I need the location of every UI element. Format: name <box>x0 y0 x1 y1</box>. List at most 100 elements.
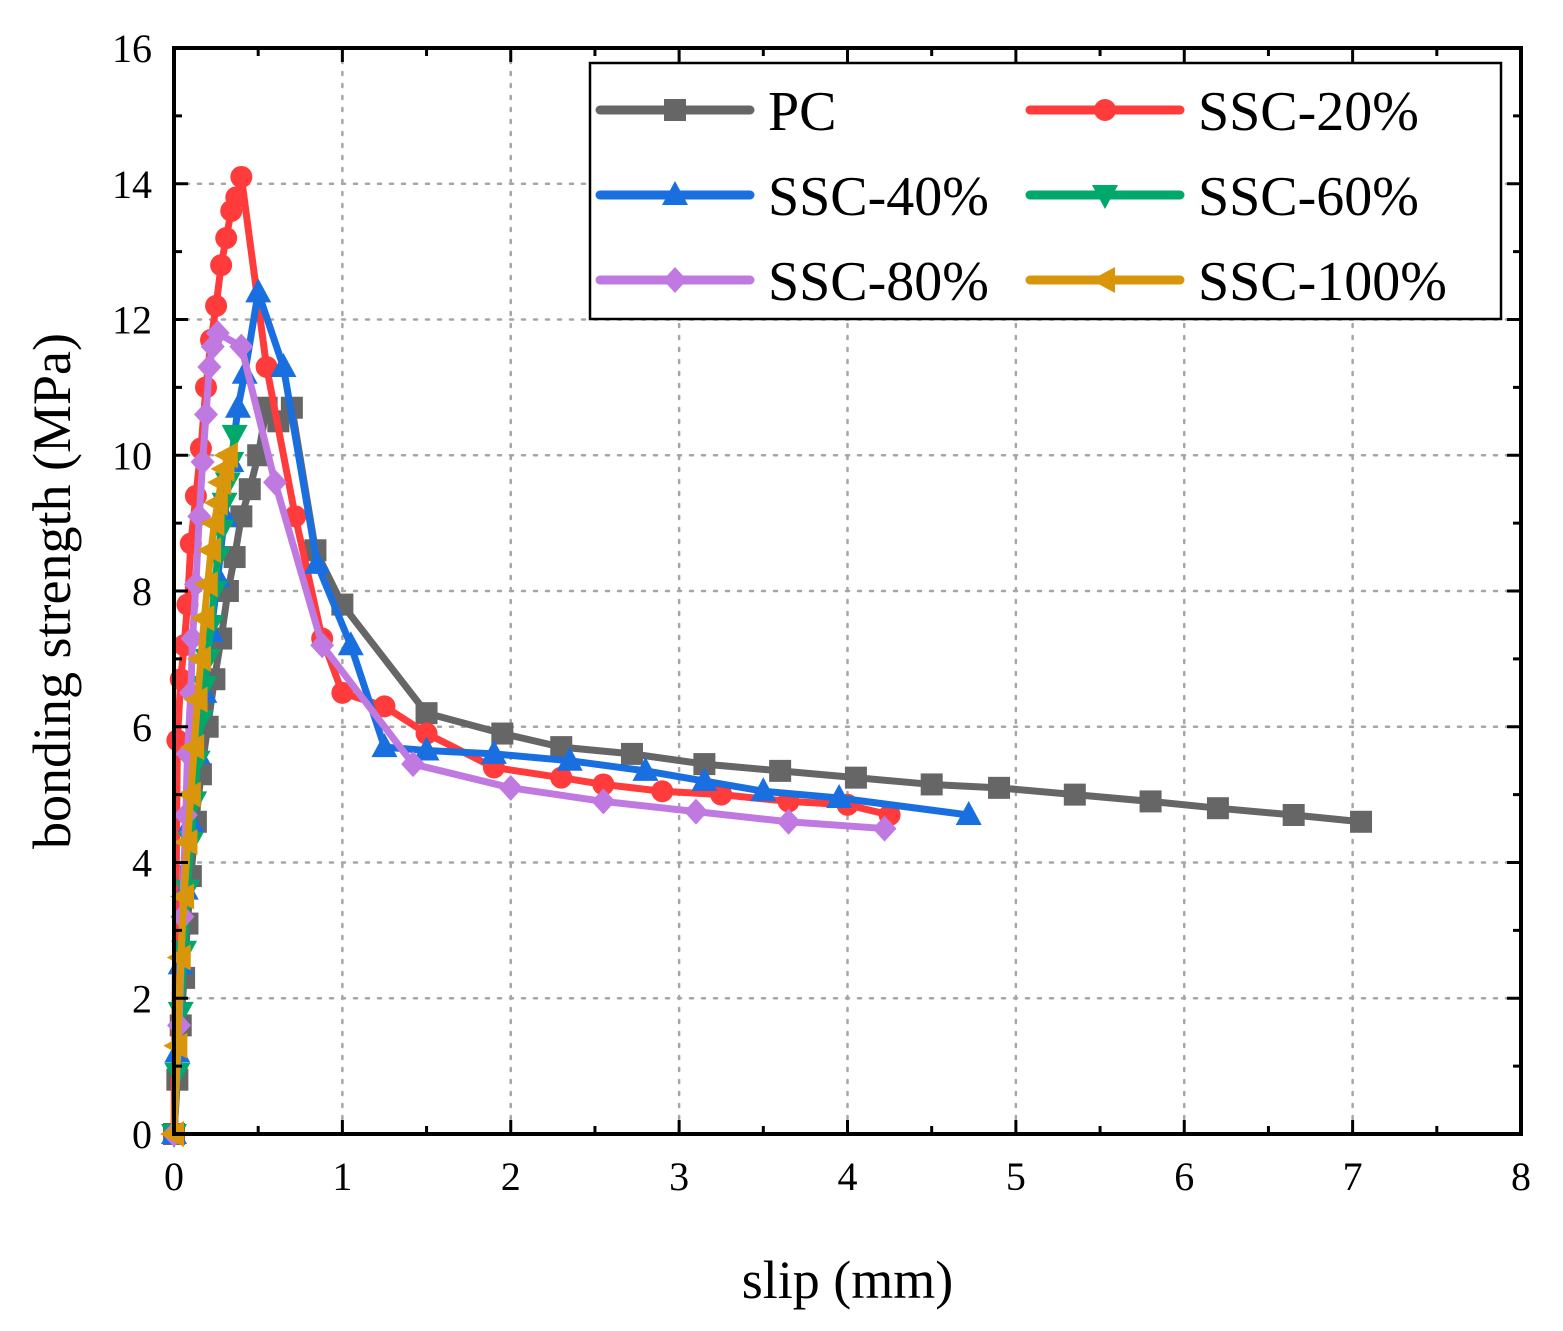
legend-item-ssc-40: SSC-40% <box>595 166 989 228</box>
data-point-ssc-100 <box>166 944 191 971</box>
data-point-ssc-20 <box>550 766 573 789</box>
data-point-ssc-20 <box>373 695 396 718</box>
series-ssc-100 <box>160 442 238 1147</box>
data-point-ssc-80 <box>263 469 288 496</box>
data-point-ssc-20 <box>225 186 248 209</box>
legend-item-ssc-80: SSC-80% <box>595 251 989 313</box>
data-point-ssc-80 <box>776 808 801 835</box>
data-point-ssc-40 <box>371 733 398 758</box>
x-tick-label: 7 <box>1343 1154 1363 1199</box>
data-point-pc <box>620 742 643 765</box>
legend-item-ssc-20: SSC-20% <box>1025 81 1419 143</box>
data-point-ssc-40 <box>750 777 777 802</box>
data-point-ssc-80 <box>197 354 222 381</box>
data-point-pc <box>693 753 716 776</box>
y-tick-label: 10 <box>112 433 152 478</box>
data-point-ssc-100 <box>183 686 208 713</box>
legend-item-ssc-60: SSC-60% <box>1025 166 1419 228</box>
x-tick-label: 2 <box>501 1154 521 1199</box>
y-tick-label: 14 <box>112 162 152 207</box>
data-point-pc <box>491 722 514 745</box>
data-point-ssc-20 <box>415 722 438 745</box>
data-point-ssc-40 <box>826 784 853 809</box>
y-tick-label: 2 <box>132 976 152 1021</box>
x-tick-label: 6 <box>1174 1154 1194 1199</box>
data-point-ssc-80 <box>683 798 708 825</box>
legend-label-ssc-40: SSC-40% <box>768 166 989 228</box>
data-point-ssc-40 <box>691 767 718 792</box>
data-point-ssc-80 <box>193 401 218 428</box>
x-tick-label: 1 <box>332 1154 352 1199</box>
data-point-pc <box>988 776 1011 799</box>
data-point-ssc-80 <box>310 632 335 659</box>
legend-label-ssc-20: SSC-20% <box>1198 81 1419 143</box>
data-point-ssc-100 <box>200 510 225 537</box>
data-point-ssc-40 <box>224 393 251 418</box>
data-point-ssc-80 <box>401 751 426 778</box>
data-point-ssc-20 <box>230 165 253 188</box>
data-point-pc <box>844 766 867 789</box>
data-point-ssc-100 <box>193 571 218 598</box>
data-point-ssc-100 <box>203 489 228 516</box>
x-tick-label: 5 <box>1006 1154 1026 1199</box>
data-point-ssc-20 <box>205 294 228 317</box>
data-point-ssc-40 <box>480 739 507 764</box>
data-point-pc <box>1350 810 1373 833</box>
legend-marker-ssc-80 <box>663 267 687 293</box>
data-point-ssc-100 <box>170 883 195 910</box>
legend-marker-ssc-60 <box>1092 185 1118 209</box>
data-point-ssc-20 <box>255 356 278 379</box>
data-point-pc <box>1139 790 1162 813</box>
data-point-ssc-100 <box>190 605 215 632</box>
legend-marker-ssc-100 <box>1091 267 1115 293</box>
data-point-pc <box>415 702 438 725</box>
data-point-ssc-20 <box>651 780 674 803</box>
data-point-pc <box>1063 783 1086 806</box>
x-tick-label: 8 <box>1511 1154 1531 1199</box>
y-axis-title: bonding strength (MPa) <box>22 333 82 849</box>
data-point-ssc-40 <box>337 631 364 656</box>
data-point-pc <box>920 773 943 796</box>
data-point-pc <box>238 478 261 501</box>
data-point-ssc-100 <box>176 781 201 808</box>
data-point-pc <box>769 759 792 782</box>
data-point-ssc-80 <box>498 774 523 801</box>
legend-label-ssc-80: SSC-80% <box>768 251 989 313</box>
data-point-ssc-40 <box>270 353 297 378</box>
data-point-ssc-100 <box>180 734 205 761</box>
data-point-ssc-20 <box>215 227 238 250</box>
data-point-ssc-60 <box>221 424 248 449</box>
data-point-ssc-20 <box>331 681 354 704</box>
data-point-ssc-80 <box>229 333 254 360</box>
x-tick-label: 3 <box>669 1154 689 1199</box>
x-axis-title: slip (mm) <box>742 1250 954 1310</box>
data-point-pc <box>1282 803 1305 826</box>
legend-marker-ssc-40 <box>662 181 688 205</box>
data-point-ssc-100 <box>173 829 198 856</box>
x-tick-label: 4 <box>838 1154 858 1199</box>
data-point-ssc-80 <box>591 788 616 815</box>
y-tick-label: 6 <box>132 705 152 750</box>
y-tick-label: 8 <box>132 569 152 614</box>
data-point-ssc-100 <box>197 537 222 564</box>
data-point-ssc-80 <box>872 815 897 842</box>
y-tick-label: 4 <box>132 841 152 886</box>
data-point-ssc-40 <box>413 736 440 761</box>
x-tick-label: 0 <box>164 1154 184 1199</box>
data-point-ssc-80 <box>190 449 215 476</box>
data-point-ssc-40 <box>632 756 659 781</box>
data-point-ssc-100 <box>186 645 211 672</box>
data-point-ssc-80 <box>180 625 205 652</box>
data-point-ssc-20 <box>592 773 615 796</box>
legend-marker-pc <box>664 99 686 121</box>
legend-marker-ssc-20 <box>1094 99 1116 121</box>
data-point-ssc-40 <box>304 549 331 574</box>
data-point-pc <box>230 505 253 528</box>
data-point-ssc-100 <box>213 442 238 469</box>
legend-label-ssc-60: SSC-60% <box>1198 166 1419 228</box>
data-point-ssc-80 <box>205 320 230 347</box>
data-point-ssc-20 <box>210 254 233 277</box>
legend-label-pc: PC <box>768 81 837 143</box>
